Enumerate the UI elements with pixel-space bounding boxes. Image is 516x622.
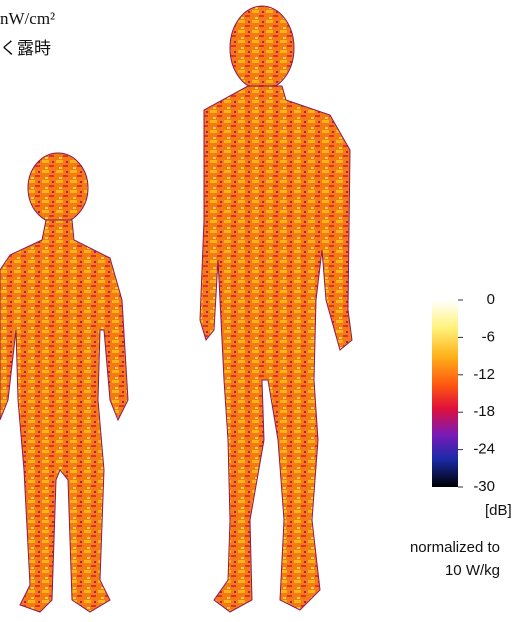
adult-model xyxy=(200,6,352,612)
note-line: normalized to xyxy=(410,539,500,556)
colorbar xyxy=(432,300,458,487)
tick-label: -30 xyxy=(473,478,495,495)
colorbar-unit: [dB] xyxy=(485,502,512,519)
tick-label: -24 xyxy=(473,441,495,458)
header-caption: く露時 xyxy=(0,39,51,58)
tick-label: -6 xyxy=(482,328,495,345)
colorbar-ticks: 0 -6 -12 -18 -24 -30 xyxy=(458,291,495,495)
tick-label: -12 xyxy=(473,366,495,383)
note-line: 10 W/kg xyxy=(445,562,500,579)
tick-label: -18 xyxy=(473,403,495,420)
header-unit: nW/cm² xyxy=(0,9,55,28)
child-model xyxy=(0,153,128,612)
figure: nW/cm² く露時 0 -6 -12 -18 -24 -30 [dB] normaliz… xyxy=(0,0,516,622)
tick-label: 0 xyxy=(487,291,495,308)
